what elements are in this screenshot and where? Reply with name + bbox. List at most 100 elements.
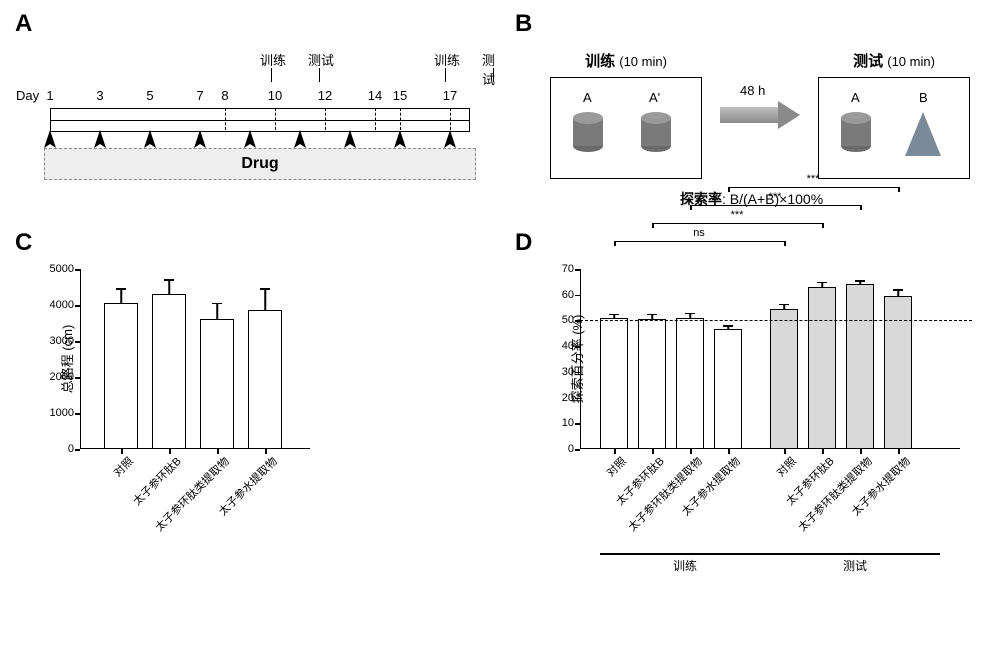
test-col: 测试 (10 min) A B	[818, 50, 970, 179]
arrow-label: 48 h	[740, 83, 765, 98]
train-title: 训练 (10 min)	[585, 50, 667, 71]
bar	[770, 309, 798, 449]
triangle-icon	[905, 112, 941, 156]
error-cap	[855, 280, 865, 282]
sig-label: ***	[769, 191, 782, 203]
panel-C: C 010002000300040005000总路程 (cm)对照太子参环肽B太…	[20, 239, 480, 579]
cylinder-icon	[641, 112, 671, 152]
panel-D: D 010203040506070探索百分率 (%)对照太子参环肽B太子参环肽类…	[520, 239, 980, 579]
sig-drop	[728, 187, 730, 192]
obj-Aprime-label: A'	[649, 90, 660, 105]
top-tick	[319, 68, 320, 82]
panel-D-label: D	[515, 229, 532, 257]
error-cap	[685, 313, 695, 315]
error-bar	[897, 291, 899, 296]
sig-drop	[652, 223, 654, 228]
day-number: 1	[46, 88, 53, 103]
error-bar	[651, 315, 653, 319]
dashed-line	[375, 108, 376, 130]
panel-A-timeline: Day 135781012141517Drug	[50, 88, 470, 178]
error-bar	[216, 304, 218, 319]
error-bar	[727, 327, 729, 330]
y-tick	[75, 305, 80, 307]
bar	[600, 318, 628, 449]
sig-drop	[690, 205, 692, 210]
obj-A-label2: A	[851, 90, 860, 105]
error-bar	[264, 290, 266, 311]
dashed-line	[450, 108, 451, 130]
arrow-icon	[720, 101, 800, 129]
bar	[152, 294, 186, 449]
bar	[638, 319, 666, 449]
bar	[676, 318, 704, 449]
error-bar	[689, 314, 691, 318]
dashed-line	[400, 108, 401, 130]
test-box: A B	[818, 77, 970, 179]
panel-B-row: 训练 (10 min) A A' 48 h	[550, 50, 970, 179]
top-label: 训练	[260, 50, 286, 69]
bar	[884, 296, 912, 449]
train-title-text: 训练	[585, 53, 615, 70]
day-number: 12	[318, 88, 332, 103]
sig-label: ***	[731, 209, 744, 221]
group-label: 训练	[600, 557, 770, 574]
error-cap	[116, 288, 126, 290]
error-bar	[783, 305, 785, 309]
error-cap	[893, 289, 903, 291]
timeline-box	[50, 108, 470, 132]
top-label: 测试	[308, 50, 334, 69]
top-label: 训练	[434, 50, 460, 69]
dashed-line	[325, 108, 326, 130]
sig-label: ***	[807, 173, 820, 185]
day-number: 10	[268, 88, 282, 103]
sig-drop	[898, 187, 900, 192]
sig-bracket	[652, 223, 822, 225]
x-tick-label: 对照	[105, 449, 136, 480]
day-number: 17	[443, 88, 457, 103]
cylinder-icon	[841, 112, 871, 152]
error-bar	[859, 282, 861, 285]
error-cap	[212, 303, 222, 305]
panel-C-label: C	[15, 229, 32, 257]
dashed-line	[275, 108, 276, 130]
bar	[846, 284, 874, 449]
test-title-text: 测试	[853, 53, 883, 70]
error-cap	[647, 314, 657, 316]
reference-line	[580, 320, 972, 321]
y-tick	[75, 413, 80, 415]
group-line	[600, 553, 770, 555]
y-axis-label: 探索百分率 (%)	[567, 315, 586, 404]
day-number: 15	[393, 88, 407, 103]
bar	[104, 303, 138, 449]
y-tick	[575, 269, 580, 271]
error-cap	[260, 288, 270, 290]
train-col: 训练 (10 min) A A'	[550, 50, 702, 179]
panel-C-chart: 010002000300040005000总路程 (cm)对照太子参环肽B太子参…	[80, 269, 310, 449]
y-tick	[75, 449, 80, 451]
sig-drop	[784, 241, 786, 246]
error-cap	[723, 325, 733, 327]
train-box: A A'	[550, 77, 702, 179]
error-bar	[120, 290, 122, 304]
error-bar	[613, 315, 615, 318]
panel-D-chart: 010203040506070探索百分率 (%)对照太子参环肽B太子参环肽类提取…	[580, 269, 960, 449]
obj-B-label: B	[919, 90, 928, 105]
day-number: 3	[96, 88, 103, 103]
figure: A 训练测试训练测试 Day 135781012141517Drug B 训练 …	[20, 20, 980, 579]
cylinder-icon	[573, 112, 603, 152]
arrow-col: 48 h	[720, 101, 800, 129]
group-line	[770, 553, 940, 555]
panel-B: B 训练 (10 min) A A'	[520, 20, 980, 209]
error-bar	[168, 281, 170, 294]
sig-drop	[614, 241, 616, 246]
panel-A-label: A	[15, 10, 32, 38]
top-tick	[445, 68, 446, 82]
y-tick	[575, 423, 580, 425]
day-number: 14	[368, 88, 382, 103]
obj-A-label: A	[583, 90, 592, 105]
error-cap	[817, 282, 827, 284]
top-tick	[271, 68, 272, 82]
error-cap	[779, 304, 789, 306]
bar	[808, 287, 836, 449]
panel-A: A 训练测试训练测试 Day 135781012141517Drug	[20, 20, 480, 209]
